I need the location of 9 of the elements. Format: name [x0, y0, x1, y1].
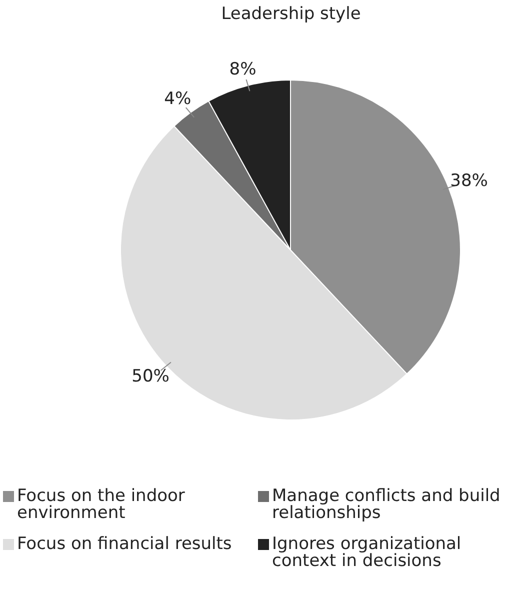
legend-label: Focus on the indoor environment [17, 486, 186, 523]
data-label: 38% [450, 170, 488, 191]
legend-label: Focus on financial results [17, 534, 232, 554]
data-label: 4% [164, 88, 192, 109]
legend-label: Ignores organizational context in decisions [272, 534, 462, 571]
data-label: 8% [229, 59, 256, 80]
chart-title: Leadership style [220, 4, 362, 24]
legend-label: Manage conflicts and build relationships [272, 486, 502, 523]
data-label: 50% [132, 366, 170, 387]
